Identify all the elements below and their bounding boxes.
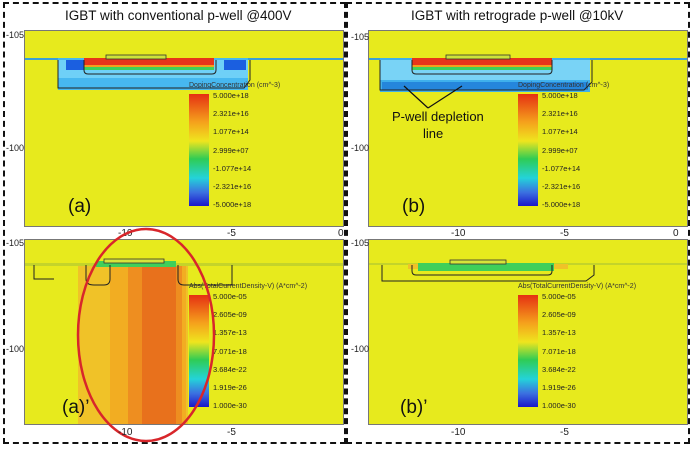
panel-b-prime-xtick: -5 [560,427,569,438]
panel-b-ytick: -105 [351,32,370,42]
panel-a-device-structure [24,54,344,90]
panel-b-prime-legend-value: 2.605e-09 [542,310,576,319]
panel-a-prime-legend: Abs(TotalCurrentDensity-V) (A*cm^-2) 5.0… [189,283,339,411]
panel-b-legend-value: 5.000e+18 [542,91,578,100]
panel-b-colorbar [518,94,538,206]
panel-b-legend-value: -5.000e+18 [542,200,581,209]
panel-a-xtick: -10 [118,228,133,239]
panel-b-doping: DopingConcentration (cm^-3) 5.000e+18 2.… [368,30,688,227]
panel-a-legend-value: -1.077e+14 [213,164,252,173]
panel-a-xtick: -5 [227,228,236,239]
panel-b-prime-colorbar [518,295,538,407]
panel-b-prime-legend-value: 1.000e-30 [542,401,576,410]
panel-b-prime-legend-value: 3.684e-22 [542,365,576,374]
right-column-title: IGBT with retrograde p-well @10kV [411,8,624,23]
panel-b-prime-legend-value: 7.071e-18 [542,347,576,356]
panel-b-label: (b) [402,196,426,217]
panel-a-prime-current: Abs(TotalCurrentDensity-V) (A*cm^-2) 5.0… [24,239,344,425]
panel-b-prime-legend-value: 1.357e-13 [542,328,576,337]
panel-b-prime-legend: Abs(TotalCurrentDensity-V) (A*cm^-2) 5.0… [518,283,668,411]
panel-a-legend-title: DopingConcentration (cm^-3) [189,82,281,89]
panel-a-prime-legend-title: Abs(TotalCurrentDensity-V) (A*cm^-2) [189,283,308,290]
panel-a-legend: DopingConcentration (cm^-3) 5.000e+18 2.… [189,82,339,210]
panel-a-prime-legend-value: 3.684e-22 [213,365,247,374]
panel-b-legend-value: 2.321e+16 [542,109,578,118]
panel-a-legend-value: 1.077e+14 [213,127,249,136]
panel-a-prime-label: (a)’ [62,397,90,418]
panel-a-prime-xtick: -5 [227,427,236,438]
panel-a-ytick: -100 [6,143,25,153]
panel-a-prime-xtick: -10 [118,427,133,438]
panel-b-prime-legend-title: Abs(TotalCurrentDensity-V) (A*cm^-2) [518,283,637,290]
panel-a-prime-ytick: -105 [6,238,25,248]
panel-b-device-structure [368,54,688,109]
panel-b-legend-value: 1.077e+14 [542,127,578,136]
panel-a-xtick: 0 [338,228,344,239]
panel-b-xtick: 0 [673,228,679,239]
panel-a-prime-colorbar [189,295,209,407]
panel-a-legend-value: 2.321e+16 [213,109,249,118]
depletion-annotation-line: P-well depletion [392,109,484,124]
panel-b-legend: DopingConcentration (cm^-3) 5.000e+18 2.… [518,82,668,210]
panel-a-legend-value: 5.000e+18 [213,91,249,100]
panel-a-colorbar [189,94,209,206]
panel-b-prime-xtick: -10 [451,427,466,438]
panel-a-prime-legend-value: 1.000e-30 [213,401,247,410]
panel-a-legend-value: -5.000e+18 [213,200,252,209]
panel-a-prime-legend-value: 1.357e-13 [213,328,247,337]
panel-b-legend-value: 2.999e+07 [542,146,578,155]
depletion-annotation: P-well depletion line [392,108,484,142]
panel-a-prime-legend-value: 1.919e-26 [213,383,247,392]
panel-a-legend-value: -2.321e+16 [213,182,252,191]
left-column-frame [3,2,346,444]
panel-b-legend-value: -2.321e+16 [542,182,581,191]
panel-a-prime-legend-value: 7.071e-18 [213,347,247,356]
panel-b-prime-current: Abs(TotalCurrentDensity-V) (A*cm^-2) 5.0… [368,239,688,425]
panel-a-prime-legend-value: 2.605e-09 [213,310,247,319]
panel-b-legend-value: -1.077e+14 [542,164,581,173]
panel-a-prime-legend-value: 5.000e-05 [213,292,247,301]
panel-b-prime-label: (b)’ [400,397,428,418]
panel-a-prime-ytick: -100 [6,344,25,354]
depletion-annotation-line: line [423,126,444,141]
panel-a-legend-value: 2.999e+07 [213,146,249,155]
panel-b-legend-title: DopingConcentration (cm^-3) [518,82,610,89]
panel-b-xtick: -10 [451,228,466,239]
panel-a-label: (a) [68,196,92,217]
left-column-title: IGBT with conventional p-well @400V [65,8,292,23]
panel-b-prime-ytick: -100 [351,344,370,354]
right-column-frame [346,2,690,444]
panel-b-prime-legend-value: 5.000e-05 [542,292,576,301]
panel-a-doping: DopingConcentration (cm^-3) 5.000e+18 2.… [24,30,344,227]
panel-b-xtick: -5 [560,228,569,239]
panel-b-prime-legend-value: 1.919e-26 [542,383,576,392]
panel-b-ytick: -100 [351,143,370,153]
panel-b-prime-ytick: -105 [351,238,370,248]
panel-a-ytick: -105 [6,30,25,40]
